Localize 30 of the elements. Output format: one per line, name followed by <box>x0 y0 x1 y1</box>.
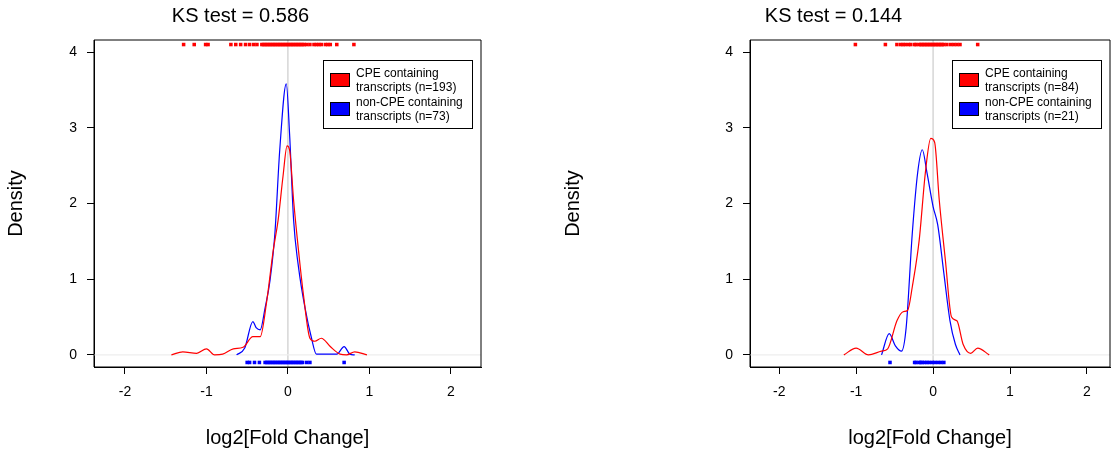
legend-label: CPE containing transcripts (n=193) <box>356 66 458 94</box>
y-tick-label: 3 <box>725 118 734 135</box>
x-tick-label: -2 <box>773 383 786 400</box>
x-axis-title: log2[Fold Change] <box>205 425 370 448</box>
chart-title: KS test = 0.144 <box>764 3 903 26</box>
y-axis-title: Density <box>3 170 26 237</box>
y-tick-label: 3 <box>69 118 78 135</box>
x-tick-label: 1 <box>1006 383 1015 400</box>
legend-label: CPE containing transcripts (n=84) <box>985 66 1080 94</box>
legend-label: non-CPE containing transcripts (n=73) <box>356 95 464 123</box>
y-tick-label: 4 <box>69 42 78 59</box>
chart-title: KS test = 0.586 <box>171 3 310 26</box>
x-tick-label: 0 <box>284 383 293 400</box>
y-tick-label: 1 <box>69 270 78 287</box>
x-tick-label: 0 <box>929 383 938 400</box>
y-tick-label: 0 <box>725 345 734 362</box>
y-tick-label: 0 <box>69 345 78 362</box>
y-tick-label: 4 <box>725 42 734 59</box>
y-tick-label: 1 <box>725 270 734 287</box>
x-tick-label: -2 <box>118 383 132 400</box>
y-tick-label: 2 <box>69 194 78 211</box>
y-axis-title: Density <box>560 170 583 237</box>
x-tick-label: -1 <box>200 383 213 400</box>
x-tick-label: 1 <box>365 383 374 400</box>
x-tick-label: 2 <box>1083 383 1092 400</box>
legend-label: non-CPE containing transcripts (n=21) <box>985 95 1093 123</box>
x-axis-title: log2[Fold Change] <box>848 425 1012 448</box>
x-tick-label: 2 <box>446 383 455 400</box>
y-tick-label: 2 <box>725 194 734 211</box>
x-tick-label: -1 <box>849 383 863 400</box>
